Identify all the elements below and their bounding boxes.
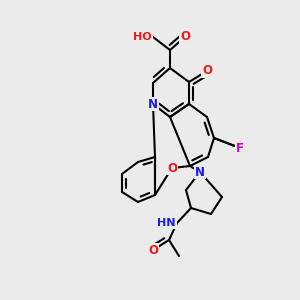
Text: N: N xyxy=(148,98,158,110)
Text: N: N xyxy=(195,166,205,178)
Text: HN: HN xyxy=(158,218,176,228)
Text: O: O xyxy=(148,244,158,256)
Text: O: O xyxy=(180,31,190,44)
Text: HO: HO xyxy=(134,32,152,42)
Text: O: O xyxy=(167,161,177,175)
Text: F: F xyxy=(236,142,244,154)
Text: O: O xyxy=(202,64,212,77)
